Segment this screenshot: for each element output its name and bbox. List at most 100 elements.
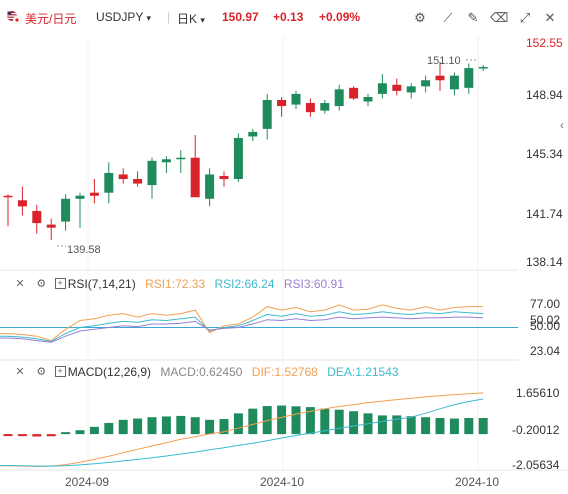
macd-bar: [104, 422, 114, 435]
dif-value: DIF:1.52768: [251, 364, 318, 379]
candle-body: [233, 137, 243, 180]
macd-bar: [421, 417, 431, 435]
candle-body: [320, 103, 330, 111]
rsi2-line: [0, 311, 484, 343]
macd-bar: [147, 417, 157, 435]
macd-bar: [248, 408, 258, 435]
candle-body: [17, 200, 27, 207]
candle-body: [464, 68, 474, 88]
rsi-axis-label: 23.04: [530, 344, 560, 358]
macd-bar: [449, 418, 459, 435]
macd-bar: [161, 416, 171, 435]
candle-body: [334, 89, 344, 107]
candle-body: [133, 179, 143, 184]
price-axis-label: 148.94: [526, 88, 563, 102]
close-icon[interactable]: ✕: [544, 10, 556, 25]
candle-body: [176, 157, 186, 160]
candle-body: [75, 195, 85, 199]
macd-axis-label: -0.20012: [512, 423, 560, 437]
expand-indicator-icon[interactable]: +: [54, 366, 66, 378]
rsi-axis-label: 50.02: [530, 313, 560, 327]
macd-axis-label: 1.65610: [516, 386, 560, 400]
macd-bar: [32, 434, 42, 437]
macd-bar: [305, 407, 315, 435]
panel-collapse-icon[interactable]: ‹: [560, 118, 564, 132]
dea-line: [0, 398, 484, 467]
candle-body: [248, 131, 258, 137]
dif-line: [0, 392, 484, 468]
candle-body: [46, 224, 56, 228]
candle-body: [61, 198, 71, 222]
macd-bar: [3, 434, 13, 437]
macd-bar: [349, 411, 359, 435]
hide-indicator-icon[interactable]: ✕: [15, 365, 25, 378]
price-axis-label: 145.34: [526, 147, 563, 161]
rsi-lines-layer: [0, 304, 518, 343]
price-change-pct: +0.09%: [319, 10, 361, 24]
price-change: +0.13: [273, 10, 304, 24]
interval-selector[interactable]: 日K ▾: [177, 10, 205, 27]
macd-title: MACD(12,26,9): [67, 364, 152, 379]
macd-bar: [233, 413, 243, 435]
expand-indicator-icon[interactable]: +: [54, 278, 66, 290]
candle-body: [161, 159, 171, 163]
macd-bar: [277, 405, 287, 435]
interval-label: 日K: [177, 12, 198, 26]
rsi-header: ✕ ⚙ + RSI(7,14,21) RSI1:72.33 RSI2:66.24 …: [0, 276, 344, 292]
rsi-axis-label: 77.00: [530, 297, 560, 311]
x-axis-label: 2024-10: [455, 475, 499, 489]
macd-value: MACD:0.62450: [160, 364, 243, 379]
candle-body: [104, 172, 114, 193]
symbol-label: USDJPY: [96, 10, 144, 24]
macd-bar: [89, 426, 99, 435]
candle-body: [3, 195, 13, 198]
candle-body: [406, 86, 416, 93]
macd-bar: [190, 417, 200, 435]
candles-layer: [3, 61, 488, 241]
candle-body: [421, 80, 431, 87]
candle-body: [392, 84, 402, 91]
draw-trend-icon[interactable]: ⟋: [443, 10, 453, 25]
macd-header: ✕ ⚙ + MACD(12,26,9) MACD:0.62450 DIF:1.52…: [0, 364, 399, 380]
macd-bar: [75, 430, 85, 435]
candle-body: [377, 83, 387, 94]
chart-header: 美元/日元 USDJPY ▾ | 日K ▾ 150.97 +0.13 +0.09…: [0, 0, 568, 36]
fullscreen-icon[interactable]: ⤢: [519, 10, 531, 25]
price-axis-label: 141.74: [526, 207, 563, 221]
indicator-settings-icon[interactable]: ⚙: [36, 365, 47, 378]
macd-bar: [377, 415, 387, 435]
macd-bar: [219, 419, 229, 435]
candle-body: [305, 103, 315, 113]
pen-icon[interactable]: ✎: [467, 10, 479, 25]
pair-name: 美元/日元: [25, 12, 77, 26]
rsi-title: RSI(7,14,21): [67, 276, 136, 291]
macd-bar: [133, 418, 143, 435]
caret-down-icon: ▾: [200, 15, 205, 25]
erase-icon[interactable]: ⌫: [490, 10, 509, 25]
macd-bar: [478, 418, 488, 435]
candle-body: [277, 99, 287, 107]
macd-bar: [205, 419, 215, 435]
macd-bar: [464, 418, 474, 435]
high-annotation: 151.10: [427, 55, 461, 67]
macd-bar: [61, 432, 71, 435]
candle-body: [118, 174, 128, 180]
candle-body: [449, 75, 459, 90]
candle-body: [478, 67, 488, 69]
indicator-settings-icon[interactable]: ⚙: [36, 277, 47, 290]
rsi3-value: RSI3:60.91: [283, 276, 344, 291]
indicator-settings-icon[interactable]: ⚙: [414, 10, 426, 25]
macd-bar: [176, 415, 186, 435]
rsi2-value: RSI2:66.24: [214, 276, 275, 291]
symbol-selector[interactable]: USDJPY ▾: [96, 10, 151, 24]
candle-body: [205, 174, 215, 199]
rsi1-value: RSI1:72.33: [145, 276, 206, 291]
dea-value: DEA:1.21543: [327, 364, 399, 379]
hide-indicator-icon[interactable]: ✕: [15, 277, 25, 290]
macd-axis-label: -2.05634: [512, 458, 560, 472]
low-annotation: 139.58: [67, 244, 101, 256]
price-axis-label: 138.14: [526, 255, 563, 269]
candle-body: [32, 210, 42, 224]
candle-body: [262, 99, 272, 129]
